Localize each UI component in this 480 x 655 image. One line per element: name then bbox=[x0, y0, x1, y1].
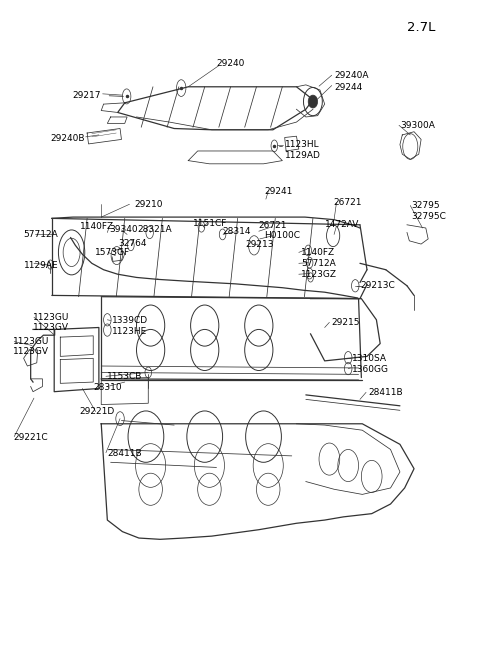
Text: 28314: 28314 bbox=[223, 227, 251, 236]
Text: 29215: 29215 bbox=[332, 318, 360, 327]
Text: 1310SA: 1310SA bbox=[352, 354, 387, 363]
Text: 29240: 29240 bbox=[216, 58, 245, 67]
Text: 29240A: 29240A bbox=[334, 71, 369, 80]
Text: 39300A: 39300A bbox=[400, 121, 435, 130]
Text: 1153CB: 1153CB bbox=[108, 372, 143, 381]
Text: 1339CD: 1339CD bbox=[112, 316, 148, 325]
Text: 29213: 29213 bbox=[246, 240, 274, 248]
Text: 29221D: 29221D bbox=[79, 407, 114, 416]
Text: 28310: 28310 bbox=[93, 383, 122, 392]
Text: 1573GF: 1573GF bbox=[95, 248, 130, 257]
Text: 1123GZ: 1123GZ bbox=[301, 270, 337, 279]
Text: 57712A: 57712A bbox=[301, 259, 336, 268]
Text: 1129AD: 1129AD bbox=[285, 151, 321, 160]
Text: 1123GV: 1123GV bbox=[13, 347, 49, 356]
Text: 1123HL: 1123HL bbox=[285, 140, 319, 149]
Text: 1129AE: 1129AE bbox=[24, 261, 58, 270]
Text: 29210: 29210 bbox=[134, 200, 163, 209]
Text: 32795C: 32795C bbox=[412, 212, 446, 221]
Text: 1123GV: 1123GV bbox=[33, 323, 69, 332]
Text: 28411B: 28411B bbox=[108, 449, 142, 458]
Text: 1123GU: 1123GU bbox=[13, 337, 49, 346]
Text: 29217: 29217 bbox=[73, 90, 101, 100]
Text: 29240B: 29240B bbox=[50, 134, 85, 143]
Text: 29213C: 29213C bbox=[360, 281, 395, 290]
Text: 28411B: 28411B bbox=[368, 388, 403, 397]
Text: 57712A: 57712A bbox=[24, 230, 59, 239]
Text: 1140FZ: 1140FZ bbox=[80, 222, 114, 231]
Text: 1360GG: 1360GG bbox=[352, 365, 389, 374]
Text: 32795: 32795 bbox=[412, 201, 440, 210]
Text: 2.7L: 2.7L bbox=[407, 21, 435, 34]
Text: 39340: 39340 bbox=[109, 225, 138, 234]
Text: 1123GU: 1123GU bbox=[33, 312, 70, 322]
Text: 26721: 26721 bbox=[259, 221, 288, 230]
Text: 1123HE: 1123HE bbox=[112, 327, 147, 336]
Text: 1151CF: 1151CF bbox=[193, 219, 228, 228]
Text: 29244: 29244 bbox=[334, 83, 362, 92]
Text: H0100C: H0100C bbox=[264, 231, 300, 240]
Text: 29221C: 29221C bbox=[13, 434, 48, 442]
Text: 28321A: 28321A bbox=[137, 225, 172, 234]
Text: 1472AV: 1472AV bbox=[324, 220, 359, 229]
Text: 1140FZ: 1140FZ bbox=[301, 248, 335, 257]
Text: 32764: 32764 bbox=[119, 239, 147, 248]
Text: 29241: 29241 bbox=[264, 187, 293, 196]
Text: 26721: 26721 bbox=[333, 198, 361, 208]
Ellipse shape bbox=[308, 95, 318, 108]
